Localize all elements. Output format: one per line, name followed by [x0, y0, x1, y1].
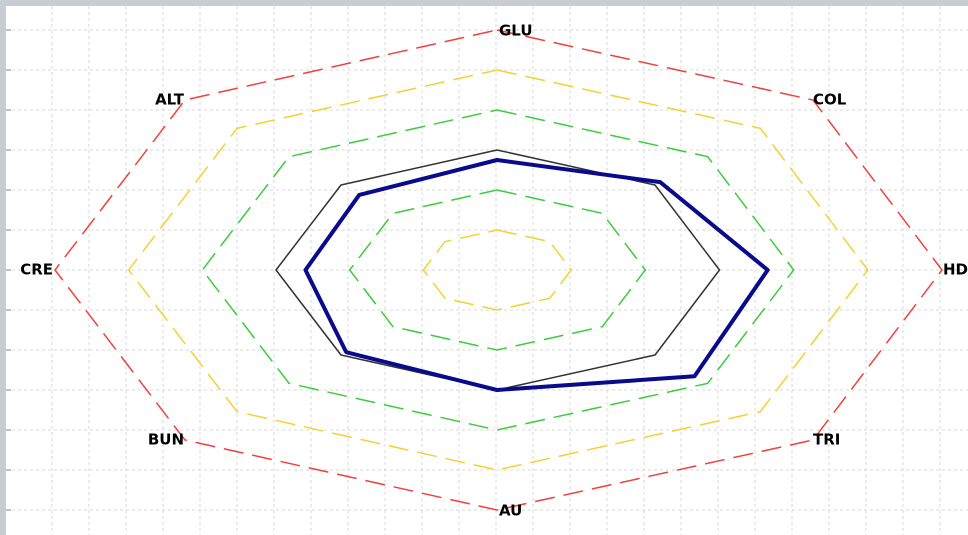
axis-label-bun: BUN	[148, 431, 184, 449]
radar-chart: GLU COL HDL TRI AU BUN CRE ALT	[6, 6, 968, 535]
axis-label-col: COL	[813, 91, 847, 109]
axis-label-au: AU	[499, 502, 522, 520]
data-series	[275, 149, 770, 392]
reference-ring	[422, 229, 573, 311]
reference-ring	[127, 69, 869, 471]
reference-ring	[54, 29, 943, 511]
axis-label-tri: TRI	[813, 431, 840, 449]
axis-label-glu: GLU	[499, 22, 533, 40]
axis-label-hdl: HDL	[943, 261, 968, 279]
reference-rings	[54, 29, 943, 511]
axis-labels: GLU COL HDL TRI AU BUN CRE ALT	[20, 22, 968, 520]
reference-ring	[348, 189, 647, 351]
patient-series-line	[303, 158, 770, 392]
reference-ring	[201, 109, 795, 431]
axis-label-cre: CRE	[20, 261, 53, 279]
axis-label-alt: ALT	[155, 91, 185, 109]
background-grid	[6, 6, 968, 535]
